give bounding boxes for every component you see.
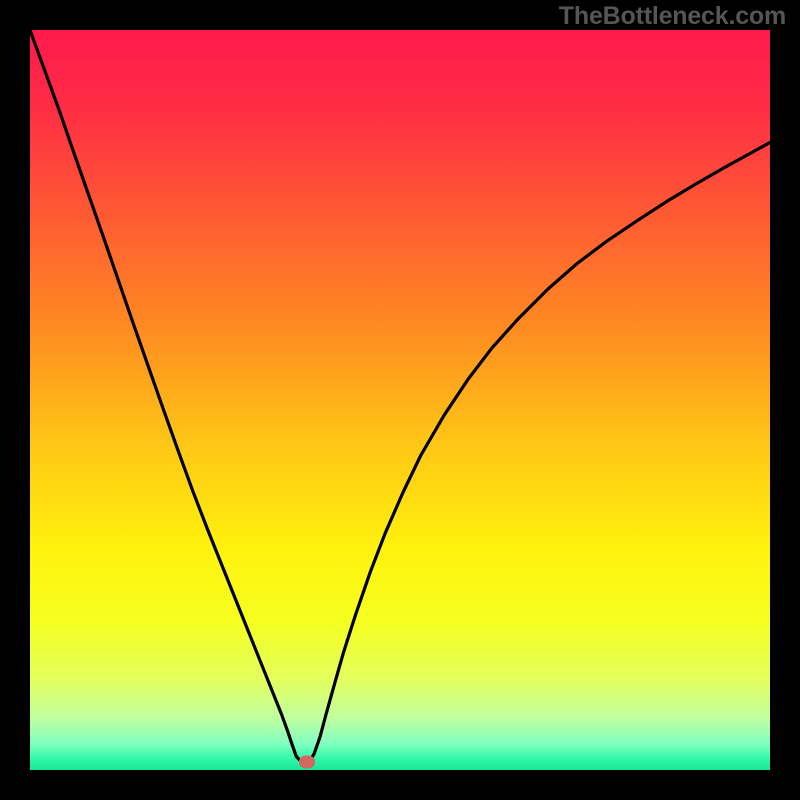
bottleneck-marker (299, 755, 315, 768)
bottleneck-curve (0, 0, 800, 800)
watermark-text: TheBottleneck.com (559, 2, 786, 31)
curve-path (30, 30, 770, 761)
